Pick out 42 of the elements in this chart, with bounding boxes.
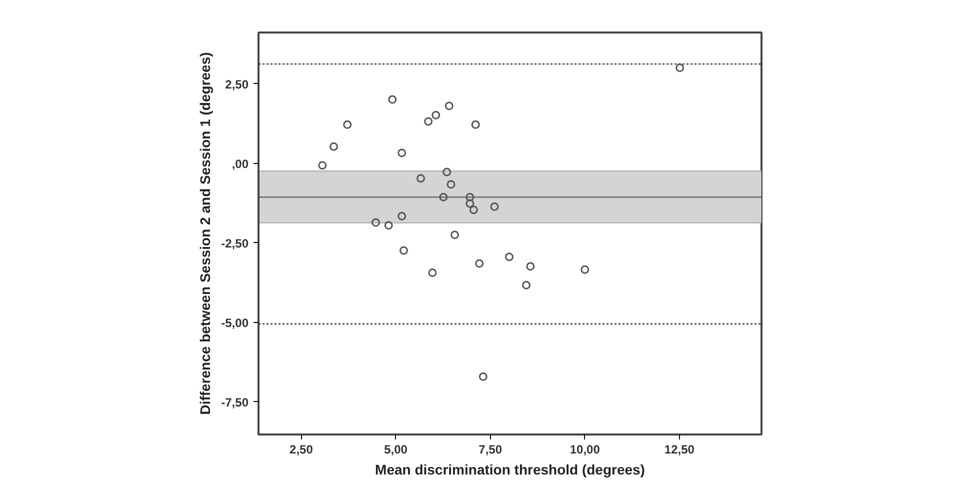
x-tick-label: 5,00: [384, 442, 408, 456]
point: [504, 252, 514, 262]
x-axis-title: Mean discrimination threshold (degrees): [375, 462, 645, 478]
point: [526, 262, 535, 271]
point: [398, 148, 406, 158]
point: [522, 280, 531, 290]
point: [398, 212, 406, 220]
point: [439, 192, 448, 202]
point: [580, 265, 590, 274]
point: [343, 120, 352, 129]
point: [475, 259, 484, 268]
point: [490, 202, 499, 211]
point: [676, 64, 684, 72]
x-tick-label: 2,50: [290, 442, 314, 456]
point: [478, 372, 488, 381]
point: [432, 110, 440, 120]
x-tick-label: 10,00: [570, 442, 600, 456]
x-tick-label: 12,50: [664, 442, 695, 456]
point: [466, 199, 474, 208]
y-tick-label: -7,50: [221, 395, 249, 410]
point: [384, 221, 393, 230]
point: [388, 95, 397, 104]
point: [399, 246, 408, 255]
point: [471, 120, 480, 129]
point: [466, 192, 474, 202]
point: [330, 142, 338, 151]
y-tick-label: ,00: [232, 156, 249, 171]
point: [428, 268, 437, 277]
point: [469, 206, 478, 214]
point: [446, 180, 456, 189]
y-tick-label: 2,50: [225, 77, 249, 92]
point: [424, 117, 433, 126]
y-axis-title: Difference between Session 2 and Session 1 (degrees): [197, 52, 214, 415]
y-tick-label: -2,50: [221, 236, 249, 250]
point: [450, 230, 460, 240]
point: [442, 168, 452, 176]
point: [318, 161, 327, 170]
x-tick-label: 7,50: [478, 442, 502, 456]
point: [371, 218, 380, 227]
point: [444, 102, 454, 110]
point: [416, 174, 425, 183]
y-tick-label: -5,00: [221, 316, 249, 330]
